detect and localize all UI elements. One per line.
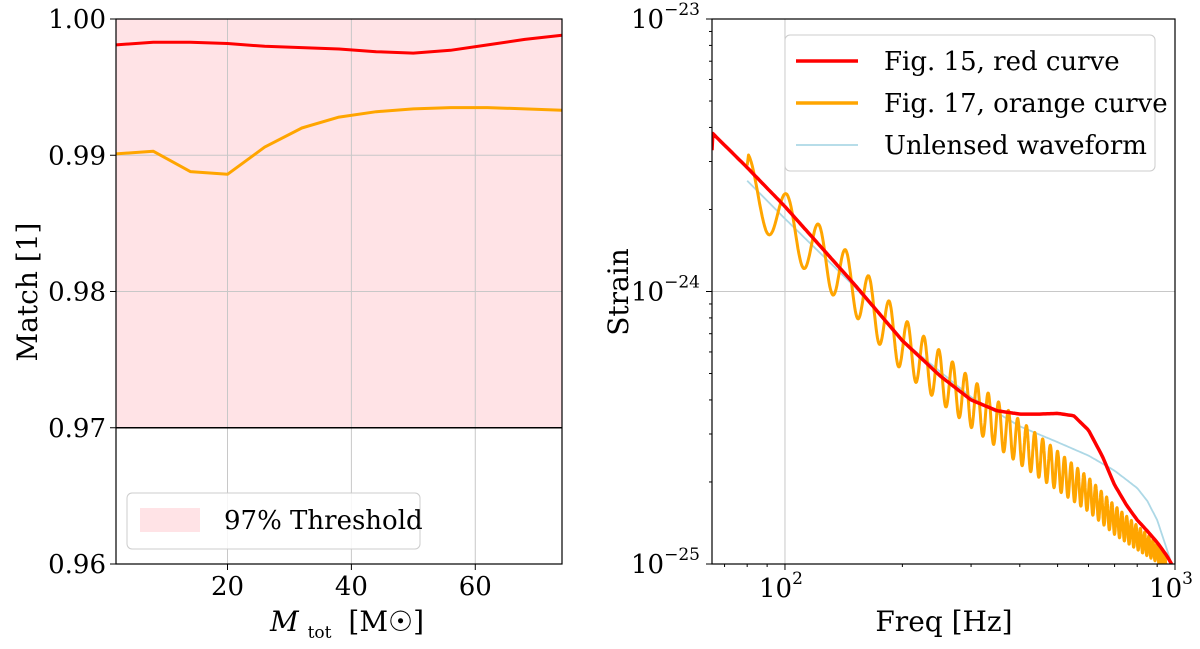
legend-red-label: Fig. 15, red curve (884, 47, 1120, 77)
left-x-tick-label: 40 (335, 572, 368, 602)
right-series-orange-line (745, 153, 1168, 564)
legend-orange-label: Fig. 17, orange curve (884, 89, 1168, 119)
left-y-axis-label: Match [1] (11, 223, 44, 362)
left-x-tick-label: 20 (211, 572, 244, 602)
legend-threshold-label: 97% Threshold (224, 506, 423, 536)
left-y-tick-label: 1.00 (48, 5, 106, 35)
right-x-axis-label: Freq [Hz] (875, 605, 1012, 638)
right-x-tick-label: 103 (1149, 569, 1193, 604)
left-x-axis-label-unit: [M☉] (348, 605, 424, 638)
left-series (115, 33, 563, 176)
left-plot-frame (115, 18, 563, 565)
left-y-tick-label: 0.98 (48, 278, 106, 308)
right-plot-frame (711, 18, 1176, 565)
right-ticks: 102 103 10−25 10−24 10−23 (631, 0, 1193, 604)
legend-unlensed-label: Unlensed waveform (884, 131, 1147, 161)
right-y-tick-label: 10−23 (631, 0, 700, 35)
right-series-red-line (712, 131, 1174, 564)
right-y-axis-label: Strain (602, 248, 635, 336)
left-x-tick-label: 60 (459, 572, 492, 602)
left-series-red-line (115, 33, 563, 55)
left-series-orange-line (115, 106, 563, 176)
left-y-tick-label: 0.96 (48, 550, 106, 580)
right-series (712, 131, 1174, 564)
left-legend: 97% Threshold (126, 492, 423, 550)
right-x-tick-label: 102 (759, 569, 803, 604)
right-y-tick-label: 10−25 (631, 545, 700, 580)
left-x-axis-label-sub: tot (308, 623, 332, 643)
left-ticks: 20 40 60 0.96 0.97 0.98 0.99 1.00 (48, 5, 492, 602)
left-x-axis-label: M tot [M☉] (269, 605, 424, 645)
right-y-tick-label: 10−24 (631, 273, 700, 308)
left-threshold-fill (116, 19, 562, 428)
left-x-axis-label-main: M (269, 605, 300, 638)
right-chart: 102 103 10−25 10−24 10−23 Fig. 15, red curve… (602, 0, 1193, 638)
left-y-tick-label: 0.97 (48, 414, 106, 444)
left-y-tick-label: 0.99 (48, 141, 106, 171)
right-legend: Fig. 15, red curve Fig. 17, orange curve… (784, 34, 1168, 172)
legend-threshold-swatch (140, 508, 200, 532)
left-chart: 20 40 60 0.96 0.97 0.98 0.99 1.00 97% Threshold… (11, 5, 563, 645)
